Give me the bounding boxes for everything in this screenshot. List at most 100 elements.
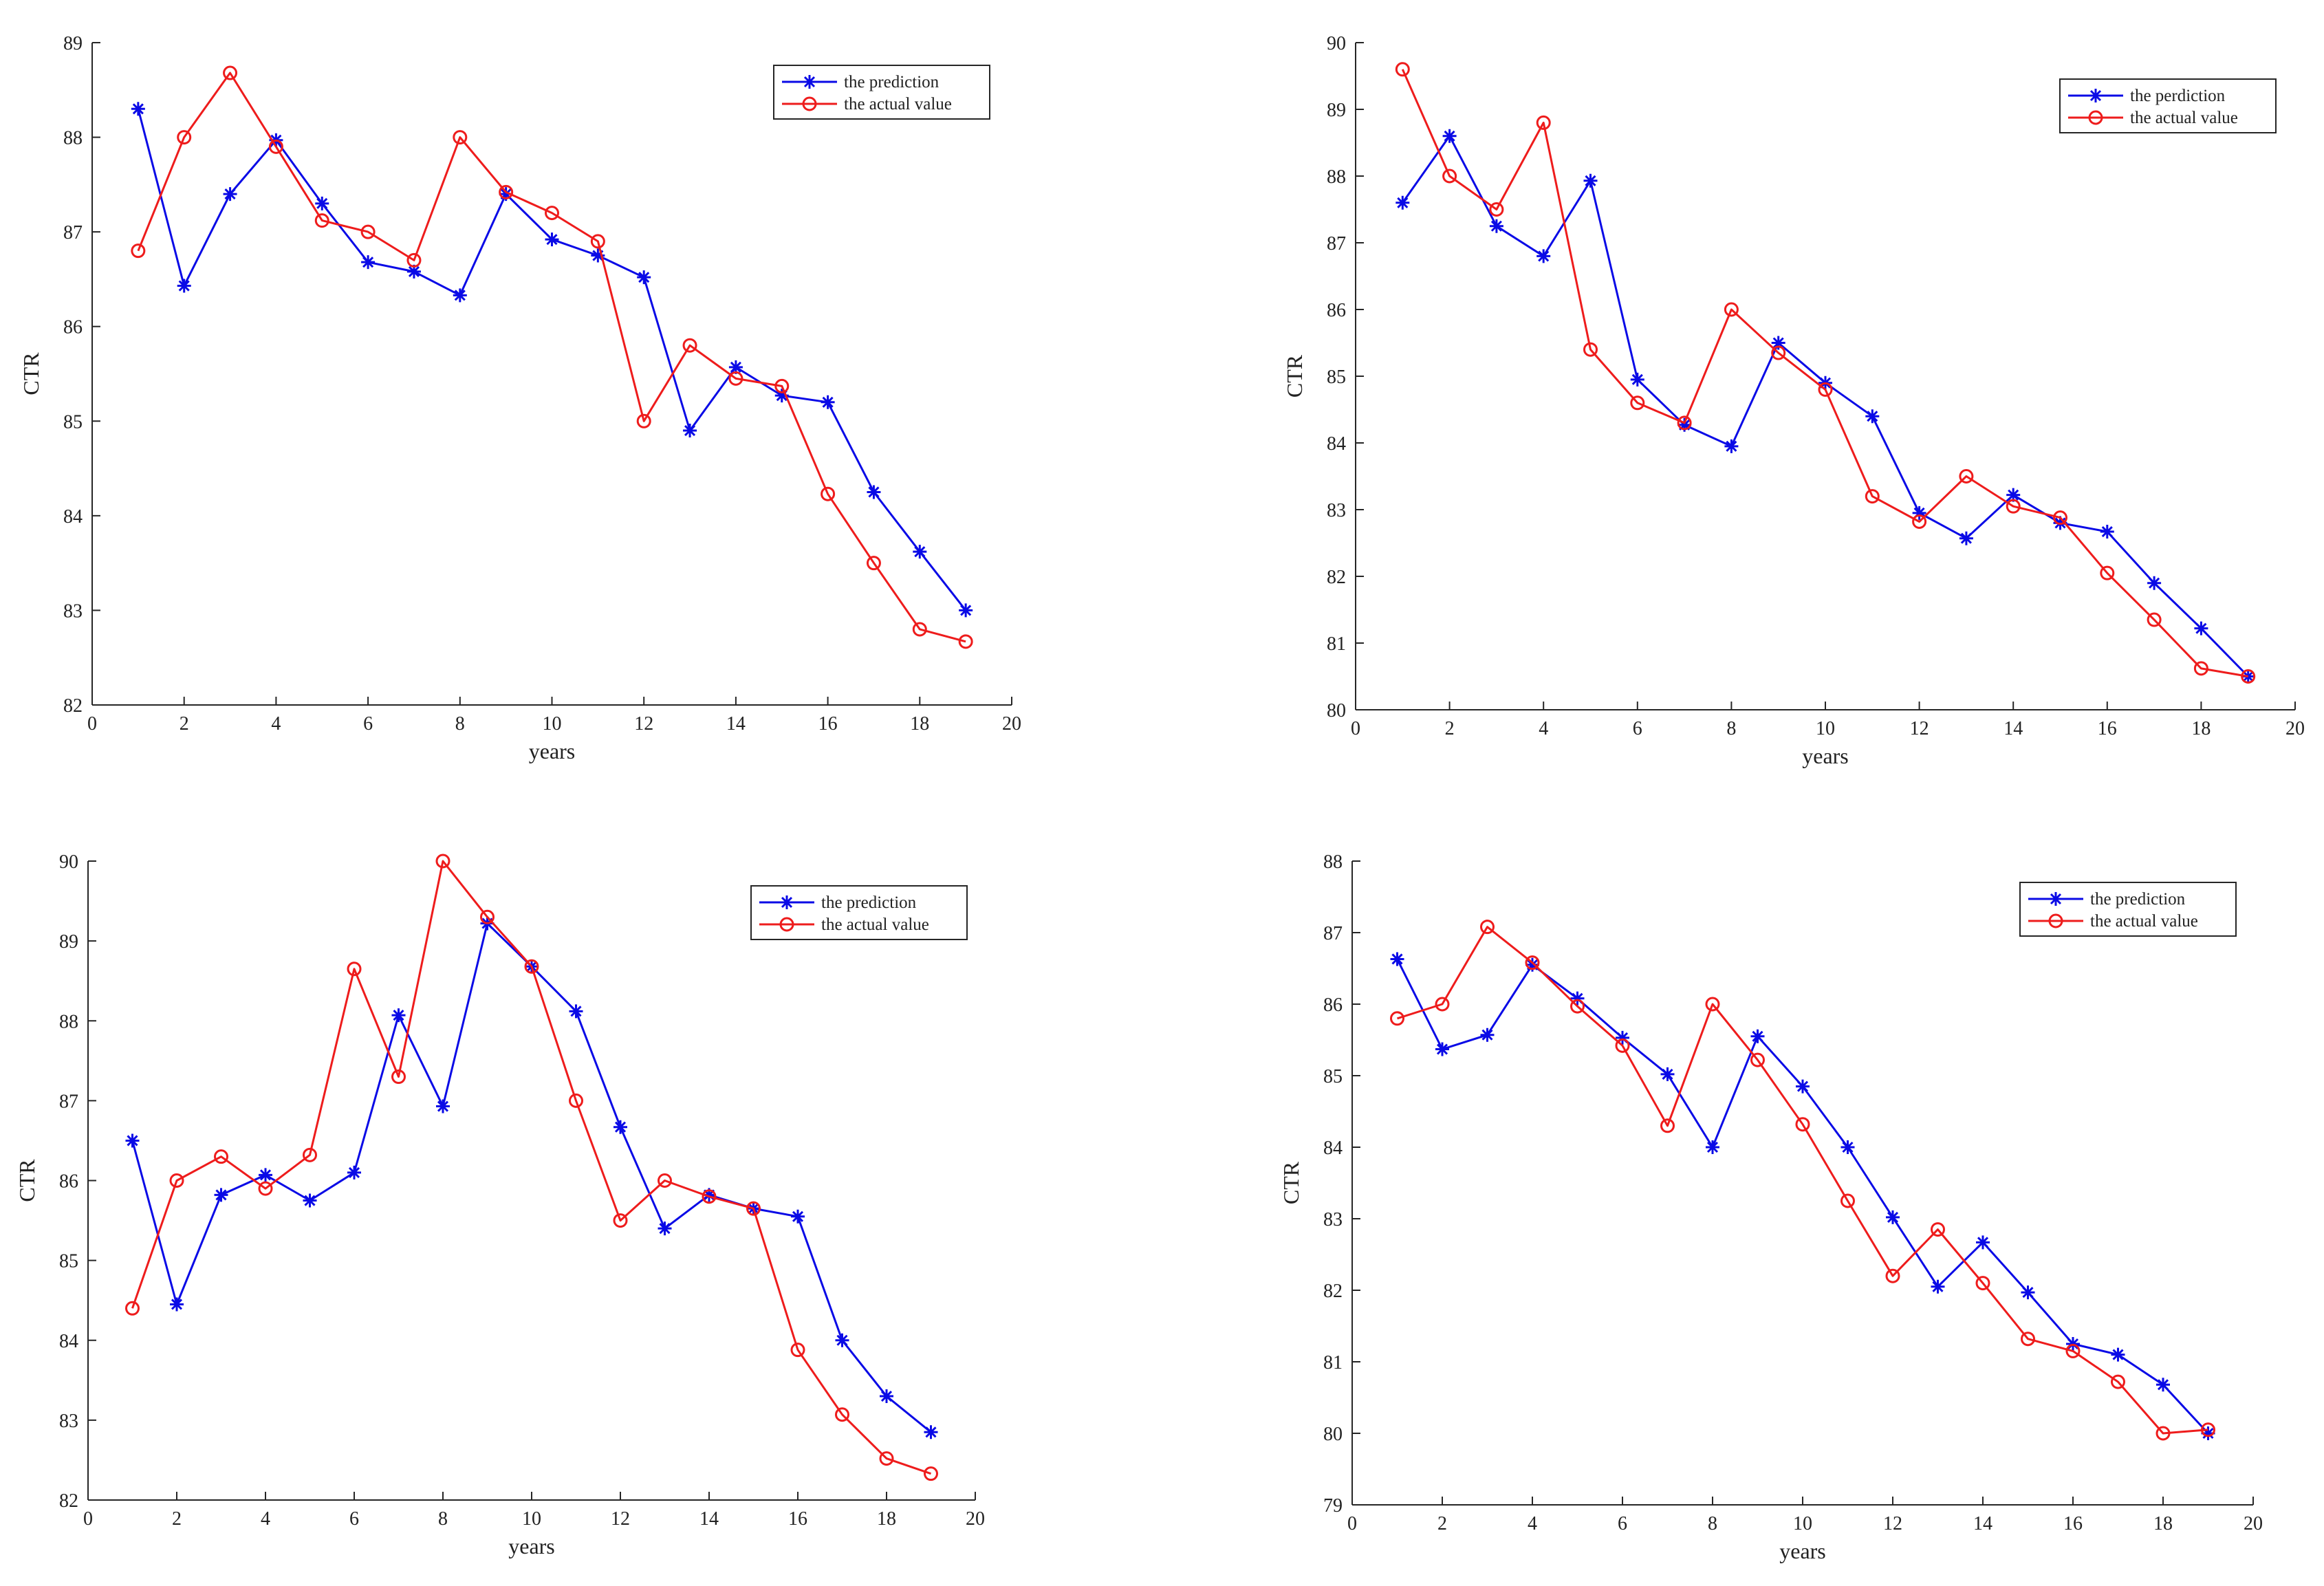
data-point-actual [223, 65, 238, 80]
data-point-actual [1570, 999, 1585, 1014]
y-tick-label: 82 [1327, 567, 1346, 588]
y-tick-label: 87 [1323, 923, 1343, 944]
data-point-prediction [1396, 195, 1410, 210]
data-point-actual [1677, 415, 1692, 431]
data-point-actual [1390, 1011, 1404, 1026]
data-point-actual [268, 139, 283, 154]
series-line-prediction [137, 108, 967, 611]
legend-marker-actual [802, 96, 817, 111]
y-tick-label: 85 [1323, 1066, 1343, 1087]
data-point-prediction [1630, 372, 1644, 387]
data-point-actual [821, 486, 836, 501]
data-point-prediction [499, 187, 513, 202]
y-tick-label: 84 [63, 506, 83, 528]
data-point-prediction [924, 1425, 938, 1440]
data-point-prediction [2100, 525, 2114, 539]
y-tick-label: 86 [1323, 995, 1343, 1016]
y-tick-label: 86 [63, 317, 83, 338]
data-point-prediction [406, 264, 421, 279]
y-tick-label: 90 [59, 851, 78, 873]
data-point-actual [1724, 302, 1739, 317]
data-point-actual [613, 1213, 628, 1228]
legend-marker-actual [2088, 110, 2103, 125]
data-point-prediction [959, 603, 973, 618]
x-tick-label: 2 [180, 713, 189, 735]
data-point-actual [1489, 202, 1504, 217]
y-tick-label: 88 [1327, 166, 1346, 188]
series-line-actual [1401, 69, 2248, 677]
data-point-prediction [867, 485, 881, 499]
data-point-prediction [791, 1209, 805, 1224]
legend-label: the prediction [844, 73, 940, 91]
x-tick-label: 4 [271, 713, 281, 735]
y-tick-label: 84 [1323, 1138, 1343, 1159]
x-tick-label: 16 [788, 1508, 807, 1530]
data-point-actual [702, 1189, 717, 1204]
data-point-prediction [821, 395, 835, 409]
data-point-actual [1536, 115, 1551, 130]
legend-label: the perdiction [2130, 87, 2226, 105]
data-point-actual [636, 413, 651, 428]
data-point-actual [2100, 565, 2115, 580]
y-tick-label: 83 [63, 600, 83, 622]
data-point-prediction [131, 102, 145, 116]
data-point-actual [1975, 1276, 1990, 1291]
y-tick-label: 87 [59, 1091, 78, 1112]
x-tick-label: 20 [1002, 713, 1021, 735]
y-tick-label: 90 [1327, 33, 1346, 54]
y-tick-label: 86 [59, 1171, 78, 1193]
y-tick-label: 89 [1327, 100, 1346, 121]
data-point-prediction [303, 1193, 317, 1208]
data-point-prediction [1724, 439, 1739, 453]
x-tick-label: 6 [349, 1508, 359, 1530]
data-point-actual [435, 854, 450, 869]
data-point-prediction [1796, 1079, 1810, 1094]
legend-marker-actual [779, 917, 794, 932]
data-point-actual [2006, 499, 2021, 514]
x-tick-label: 0 [1347, 1513, 1357, 1534]
data-point-actual [924, 1466, 938, 1481]
data-point-actual [1630, 395, 1645, 411]
data-point-prediction [1840, 1140, 1855, 1154]
data-point-actual [790, 1343, 805, 1358]
data-point-actual [391, 1069, 406, 1085]
legend-label: the prediction [2090, 890, 2186, 909]
chart-panel-1: 0 2 4 6 8 10 12 14 16 18 20 82 83 84 85 86 87 88 89 years CT… [19, 33, 1021, 763]
x-tick-label: 18 [877, 1508, 896, 1530]
x-tick-label: 14 [699, 1508, 719, 1530]
data-point-prediction [1865, 409, 1880, 424]
x-tick-label: 20 [966, 1508, 985, 1530]
x-tick-label: 14 [2003, 718, 2023, 739]
legend-marker-prediction [780, 895, 794, 909]
data-point-prediction [1771, 336, 1785, 350]
data-point-prediction [591, 248, 605, 263]
data-point-prediction [1959, 531, 1973, 545]
x-axis-title: years [1802, 743, 1849, 768]
data-point-actual [590, 234, 605, 249]
data-point-actual [2065, 1343, 2081, 1358]
y-tick-label: 83 [59, 1411, 78, 1432]
y-axis-title: CTR [1282, 354, 1307, 398]
data-point-actual [406, 252, 422, 268]
data-point-actual [131, 243, 146, 259]
data-point-prediction [1677, 417, 1692, 432]
x-tick-label: 12 [1910, 718, 1929, 739]
data-point-prediction [1583, 173, 1598, 188]
data-point-actual [2241, 669, 2256, 684]
data-point-actual [1840, 1193, 1855, 1208]
data-point-actual [1885, 1268, 1900, 1283]
data-point-actual [453, 130, 468, 145]
data-point-actual [1660, 1118, 1675, 1133]
data-point-actual [2155, 1426, 2171, 1441]
x-tick-label: 4 [1528, 1513, 1537, 1534]
data-point-prediction [436, 1099, 450, 1114]
x-tick-label: 4 [1539, 718, 1548, 739]
x-tick-label: 2 [1437, 1513, 1447, 1534]
x-tick-label: 12 [1883, 1513, 1902, 1534]
data-point-prediction [214, 1188, 228, 1202]
legend-label: the actual value [2130, 109, 2238, 127]
data-point-prediction [391, 1008, 406, 1023]
data-point-actual [1435, 997, 1450, 1012]
data-point-prediction [1912, 506, 1926, 520]
y-tick-label: 82 [63, 695, 83, 717]
